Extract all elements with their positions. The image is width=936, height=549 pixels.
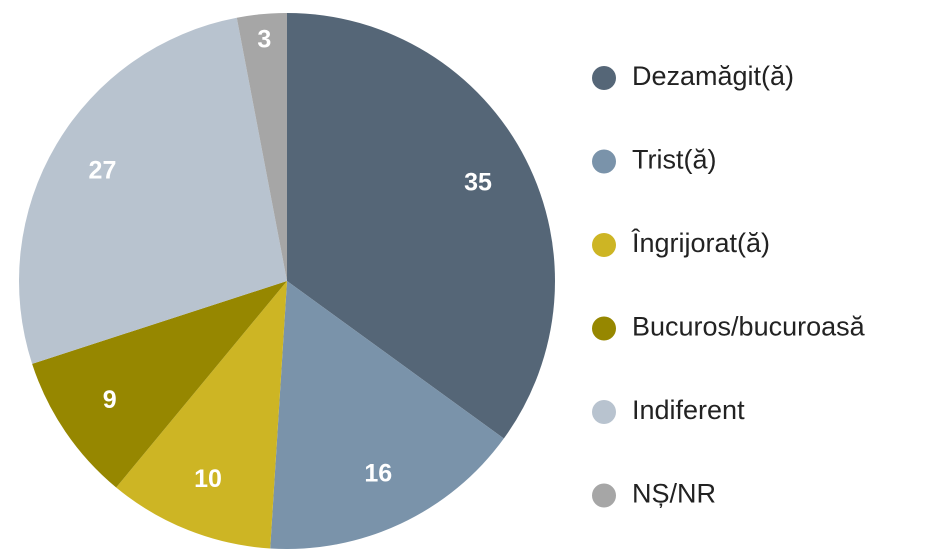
data-label: 9 [103,386,117,414]
legend-label: Îngrijorat(ă) [631,227,770,258]
data-label: 35 [464,168,492,196]
data-label: 16 [364,460,392,488]
legend-marker [592,400,616,424]
legend-label: Indiferent [632,395,745,425]
pie-slice [287,13,555,439]
legend-marker [592,149,616,174]
pie-slice [18,17,288,364]
legend-marker [592,233,616,257]
pie-slice [116,281,287,549]
legend-label: NȘ/NR [632,479,716,509]
legend-marker [592,316,616,341]
pie-slice [236,13,287,281]
legend-label: Trist(ă) [632,145,716,175]
data-label: 10 [194,465,222,493]
pie-slice [270,281,504,549]
pie-slice [32,281,287,488]
data-label: 27 [89,156,117,184]
legend-label: Dezamăgit(ă) [632,61,794,91]
legend-marker [592,66,616,90]
legend-label: Bucuros/bucuroasă [632,312,866,342]
legend-marker [592,483,616,508]
data-label: 3 [257,25,271,53]
